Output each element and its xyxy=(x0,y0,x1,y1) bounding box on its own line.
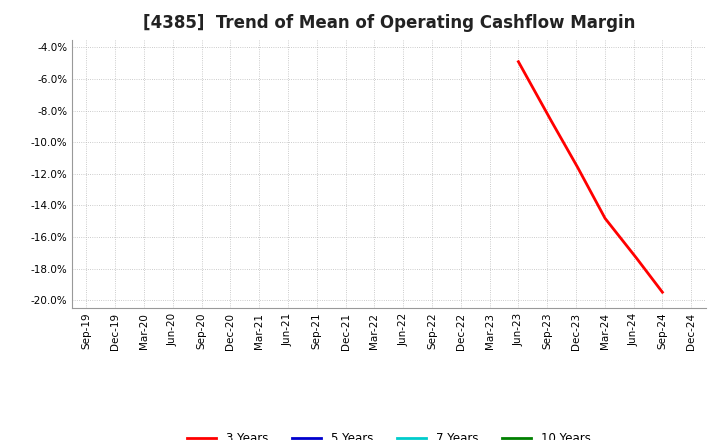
Title: [4385]  Trend of Mean of Operating Cashflow Margin: [4385] Trend of Mean of Operating Cashfl… xyxy=(143,15,635,33)
Legend: 3 Years, 5 Years, 7 Years, 10 Years: 3 Years, 5 Years, 7 Years, 10 Years xyxy=(182,427,595,440)
